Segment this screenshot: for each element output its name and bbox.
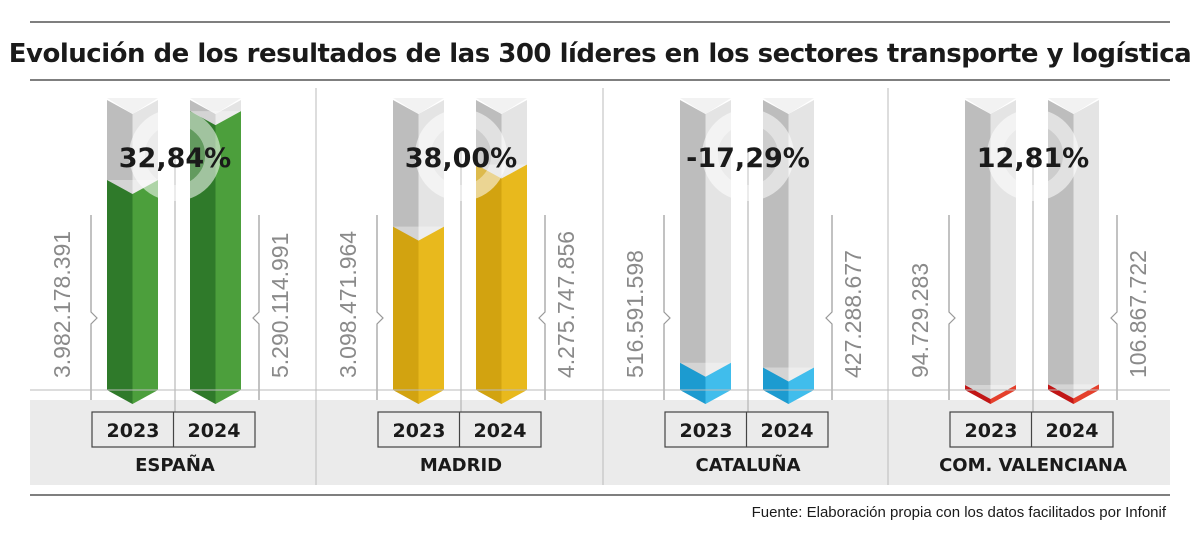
bar-value-right — [132, 180, 158, 404]
bar-value-right — [788, 367, 814, 404]
bar-track-cap — [680, 98, 731, 114]
region-label: CATALUÑA — [696, 453, 801, 476]
change-ring — [702, 109, 794, 201]
bar-value-left — [107, 180, 133, 404]
bar-value-cap — [680, 362, 731, 377]
change-percent: 32,84% — [119, 143, 231, 174]
change-ring-inner — [1003, 125, 1063, 185]
value-label-2023: 516.591.598 — [622, 250, 648, 378]
panels: 32,84% 3.982.178.391 5.290.114.991 2023 2024… — [49, 88, 1151, 485]
year-label: 2023 — [393, 420, 446, 442]
year-label: 2023 — [680, 420, 733, 442]
change-percent: 38,00% — [405, 143, 517, 174]
bar-value-right — [418, 226, 444, 404]
bar-track-cap — [190, 98, 241, 114]
value-label-2024: 4.275.747.856 — [553, 231, 579, 378]
value-label-2023: 94.729.283 — [907, 263, 933, 378]
bar-value-cap — [1048, 384, 1099, 399]
bar-track-cap — [476, 98, 527, 114]
bar-value-left — [476, 164, 502, 404]
change-ring-inner — [145, 125, 205, 185]
bar-value-right — [1073, 384, 1099, 404]
value-label-2023: 3.098.471.964 — [335, 231, 361, 378]
change-ring-inner — [718, 125, 778, 185]
change-ring — [129, 109, 221, 201]
bar-2024 — [1048, 98, 1099, 404]
region-label: MADRID — [420, 455, 502, 476]
year-label: 2023 — [107, 420, 160, 442]
year-label: 2024 — [761, 420, 814, 442]
bar-value-right — [501, 164, 527, 404]
value-bracket — [1110, 215, 1118, 400]
bar-track-cap — [763, 98, 814, 114]
bar-value-right — [215, 111, 241, 405]
change-ring-inner — [431, 125, 491, 185]
source-note: Fuente: Elaboración propia con los datos… — [752, 504, 1167, 521]
bar-2024 — [190, 98, 241, 405]
value-label-2024: 106.867.722 — [1125, 250, 1151, 378]
bar-track-left — [680, 100, 706, 404]
panel-com-valenciana: 12,81% 94.729.283 106.867.722 2023 2024 COM. … — [887, 88, 1151, 485]
bar-value-left — [680, 362, 706, 404]
value-bracket — [90, 215, 98, 400]
bar-value-cap — [763, 367, 814, 382]
bar-value-right — [705, 362, 731, 404]
category-band — [30, 400, 1170, 485]
bar-value-cap — [190, 111, 241, 126]
value-bracket — [825, 215, 833, 400]
value-label-2023: 3.982.178.391 — [49, 231, 75, 378]
bar-track-cap — [965, 98, 1016, 114]
value-bracket — [663, 215, 671, 400]
year-label: 2024 — [1046, 420, 1099, 442]
value-bracket — [948, 215, 956, 400]
chart-title: Evolución de los resultados de las 300 l… — [9, 39, 1191, 69]
bar-value-left — [763, 367, 789, 404]
region-label: ESPAÑA — [135, 453, 215, 476]
bar-value-cap — [393, 226, 444, 241]
value-bracket — [376, 215, 384, 400]
value-bracket — [252, 215, 260, 400]
bar-2023 — [965, 98, 1016, 404]
year-label: 2023 — [965, 420, 1018, 442]
bar-track-cap — [1048, 98, 1099, 114]
bar-value-left — [393, 226, 419, 404]
value-label-2024: 427.288.677 — [840, 250, 866, 378]
panel-cataluña: -17,29% 516.591.598 427.288.677 2023 2024 CAT… — [602, 88, 866, 485]
bar-value-left — [1048, 384, 1074, 404]
panel-madrid: 38,00% 3.098.471.964 4.275.747.856 2023 2024… — [315, 88, 579, 485]
bar-track-right — [788, 100, 814, 404]
value-label-2024: 5.290.114.991 — [267, 233, 293, 378]
bar-track-cap — [393, 98, 444, 114]
value-bracket — [538, 215, 546, 400]
bar-track-right — [1073, 100, 1099, 404]
change-percent: 12,81% — [977, 143, 1089, 174]
year-label: 2024 — [474, 420, 527, 442]
region-label: COM. VALENCIANA — [939, 455, 1127, 476]
change-ring — [987, 109, 1079, 201]
panel-españa: 32,84% 3.982.178.391 5.290.114.991 2023 2024… — [49, 98, 293, 476]
change-ring — [415, 109, 507, 201]
bar-value-cap — [965, 385, 1016, 400]
bar-track-cap — [107, 98, 158, 114]
bar-track-left — [965, 100, 991, 404]
change-percent: -17,29% — [686, 143, 810, 174]
year-label: 2024 — [188, 420, 241, 442]
